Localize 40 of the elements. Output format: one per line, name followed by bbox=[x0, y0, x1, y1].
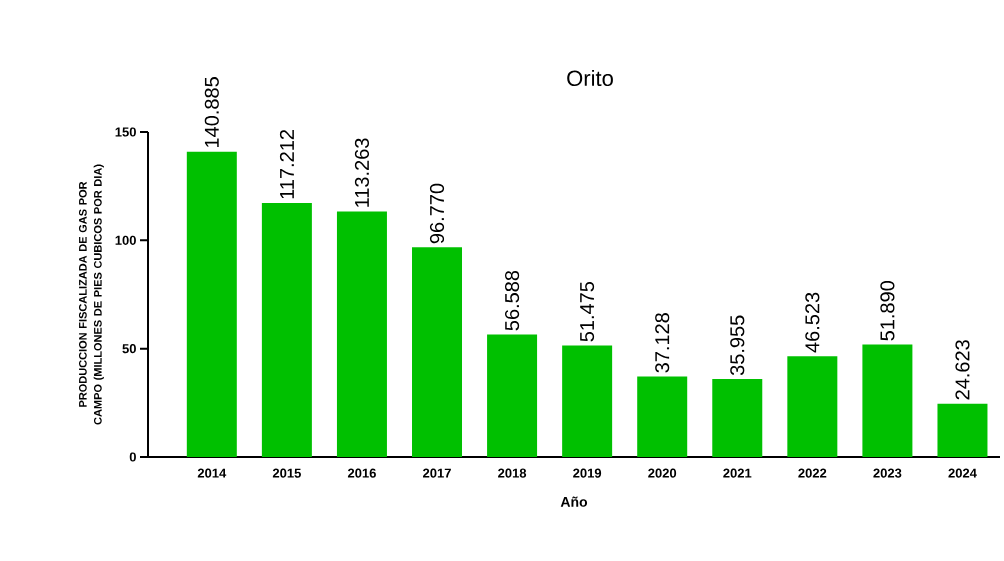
data-label: 117.212 bbox=[279, 130, 294, 199]
data-label: 56.588 bbox=[505, 270, 520, 331]
y-axis-title: PRODUCCION FISCALIZADA DE GAS POR CAMPO (MILLONES DE PIES CUBICOS POR DIA) bbox=[78, 164, 104, 425]
data-label: 46.523 bbox=[805, 292, 820, 353]
data-label: 37.128 bbox=[655, 313, 670, 373]
x-tick-label: 2014 bbox=[197, 468, 227, 478]
data-label: 35.955 bbox=[730, 315, 745, 376]
y-tick-label: 50 bbox=[122, 344, 136, 354]
data-label: 51.890 bbox=[880, 280, 895, 341]
data-label: 140.885 bbox=[204, 77, 219, 148]
x-tick-label: 2020 bbox=[648, 468, 677, 478]
bar bbox=[412, 247, 463, 457]
bar bbox=[562, 345, 613, 457]
bar bbox=[261, 203, 312, 457]
bar bbox=[712, 379, 763, 457]
bar bbox=[637, 376, 688, 457]
y-tick-label: 150 bbox=[115, 127, 136, 137]
data-label: 51.475 bbox=[580, 281, 595, 342]
bar bbox=[787, 356, 838, 457]
x-tick-label: 2016 bbox=[347, 468, 376, 478]
x-tick-label: 2017 bbox=[423, 468, 451, 478]
bar bbox=[186, 151, 237, 457]
x-tick-label: 2023 bbox=[873, 468, 902, 478]
y-tick-label: 100 bbox=[115, 235, 136, 245]
x-tick-label: 2019 bbox=[573, 468, 602, 478]
data-label: 113.263 bbox=[354, 138, 370, 207]
x-tick-label: 2024 bbox=[948, 468, 977, 478]
x-tick-label: 2022 bbox=[798, 468, 827, 478]
x-tick-label: 2018 bbox=[498, 468, 527, 478]
bar bbox=[862, 344, 913, 457]
x-axis-title: Año bbox=[560, 496, 588, 507]
x-tick-label: 2015 bbox=[272, 468, 301, 478]
bar bbox=[937, 403, 988, 457]
y-tick-label: 0 bbox=[129, 452, 136, 462]
bar bbox=[487, 334, 538, 457]
data-label: 24.623 bbox=[955, 340, 970, 400]
x-tick-label: 2021 bbox=[723, 468, 752, 478]
chart-title: Orito bbox=[567, 69, 613, 87]
data-label: 96.770 bbox=[429, 183, 445, 244]
bar bbox=[336, 211, 387, 457]
